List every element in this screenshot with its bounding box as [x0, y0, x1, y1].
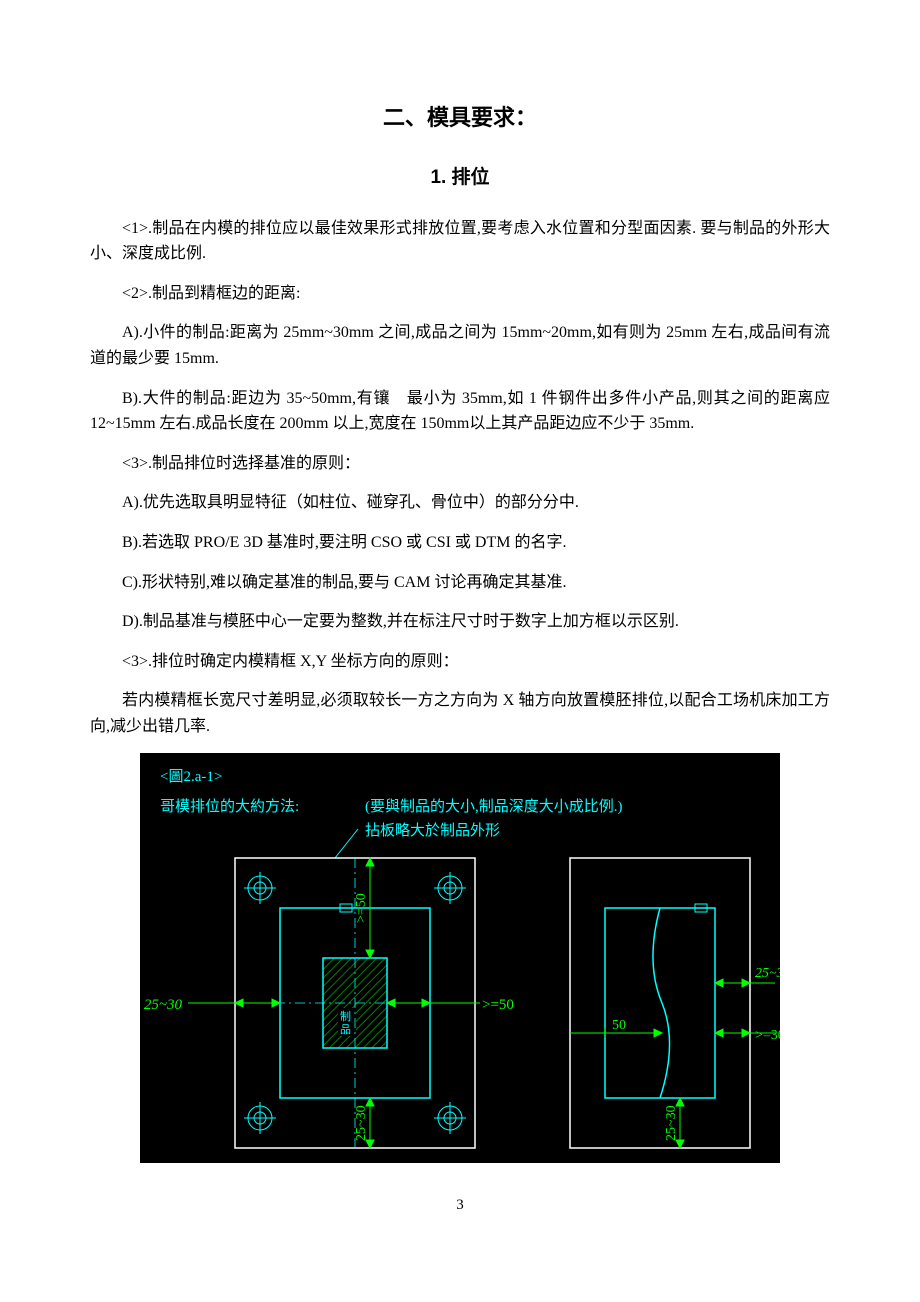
- dim-bottom-text: 25~30: [354, 1106, 369, 1142]
- cad-diagram: <圖2.a-1> 哥模排位的大約方法: (要與制品的大小,制品深度大小成比例.)…: [140, 753, 780, 1163]
- product-label-1: 制: [340, 1010, 351, 1023]
- dim-left-text: 25~30: [144, 997, 183, 1013]
- paragraph-1: <1>.制品在内模的排位应以最佳效果形式排放位置,要考虑入水位置和分型面因素. …: [90, 216, 830, 267]
- diagram-note-label: (要與制品的大小,制品深度大小成比例.): [365, 798, 623, 815]
- diagram-method-label: 哥模排位的大約方法:: [160, 798, 299, 815]
- paragraph-9: D).制品基准与模胚中心一定要为整数,并在标注尺寸时于数字上加方框以示区别.: [90, 609, 830, 635]
- product-label-2: 品: [340, 1023, 351, 1036]
- paragraph-2: <2>.制品到精框边的距离:: [90, 281, 830, 307]
- right-plate: [570, 858, 750, 1148]
- diagram-fig-label: <圖2.a-1>: [160, 768, 222, 785]
- diagram-board-label: 拈板略大於制品外形: [365, 821, 500, 839]
- dim-r-right-text: >=30: [755, 1028, 780, 1043]
- page-number: 3: [90, 1193, 830, 1217]
- paragraph-11: 若内模精框长宽尺寸差明显,必须取较长一方之方向为 X 轴方向放置模胚排位,以配合…: [90, 688, 830, 739]
- dim-top-text: >=50: [354, 894, 369, 924]
- paragraph-4: B).大件的制品:距边为 35~50mm,有镶 最小为 35mm,如 1 件钢件…: [90, 386, 830, 437]
- dim-r-bottom-text: 25~30: [664, 1106, 679, 1142]
- right-inner-frame: [605, 908, 715, 1098]
- paragraph-8: C).形状特别,难以确定基准的制品,要与 CAM 讨论再确定其基准.: [90, 570, 830, 596]
- diagram-container: <圖2.a-1> 哥模排位的大約方法: (要與制品的大小,制品深度大小成比例.)…: [90, 753, 830, 1163]
- paragraph-5: <3>.制品排位时选择基准的原则：: [90, 451, 830, 477]
- diagram-svg: <圖2.a-1> 哥模排位的大約方法: (要與制品的大小,制品深度大小成比例.)…: [140, 753, 780, 1163]
- dim-left: [188, 999, 280, 1007]
- parting-curve: [653, 908, 670, 1098]
- paragraph-7: B).若选取 PRO/E 3D 基准时,要注明 CSO 或 CSI 或 DTM …: [90, 530, 830, 556]
- dim-r-left-text: 25~30: [755, 966, 780, 981]
- dim-right1-text: >=50: [482, 997, 514, 1013]
- dim-r-mid-text: 50: [612, 1018, 626, 1033]
- paragraph-10: <3>.排位时确定内模精框 X,Y 坐标方向的原则：: [90, 649, 830, 675]
- section-title: 1. 排位: [90, 163, 830, 193]
- paragraph-6: A).优先选取具明显特征（如柱位、碰穿孔、骨位中）的部分分中.: [90, 490, 830, 516]
- dim-right1: [387, 999, 480, 1007]
- leader-line: [335, 829, 358, 858]
- paragraph-3: A).小件的制品:距离为 25mm~30mm 之间,成品之间为 15mm~20m…: [90, 320, 830, 371]
- main-title: 二、模具要求：: [90, 100, 830, 135]
